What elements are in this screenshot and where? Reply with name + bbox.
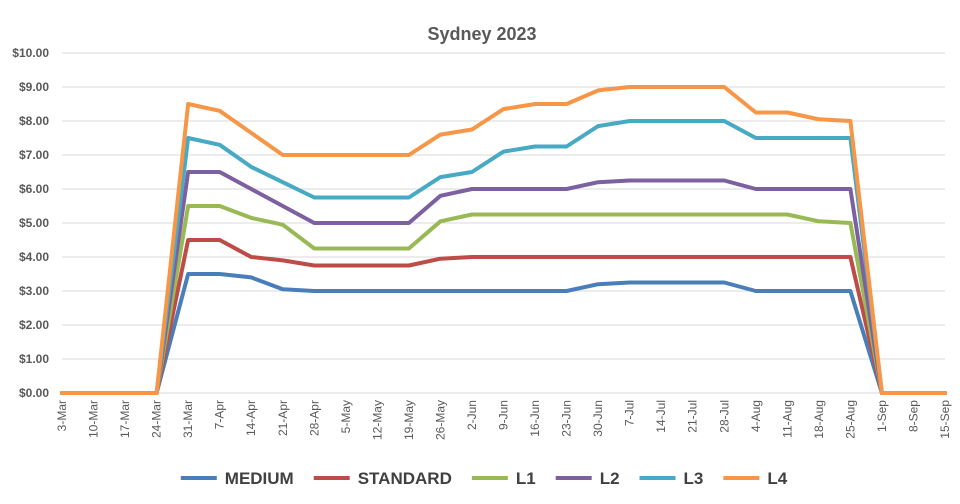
x-tick-label: 25-Aug: [843, 400, 857, 439]
y-tick-label: $6.00: [19, 182, 49, 196]
legend-item-l4: L4: [723, 469, 788, 488]
y-tick-label: $0.00: [19, 386, 49, 400]
y-tick-label: $10.00: [12, 46, 49, 60]
legend-item-l2: L2: [555, 469, 620, 488]
x-tick-label: 21-Jul: [686, 400, 700, 433]
x-tick-label: 28-Jul: [717, 400, 731, 433]
x-axis-ticks: 3-Mar 10-Mar 17-Mar 24-Mar 31-Mar 7-Apr 14-Apr…: [55, 400, 952, 440]
x-tick-label: 31-Mar: [181, 400, 195, 438]
series-line-l3: [60, 119, 947, 395]
y-tick-label: $9.00: [19, 80, 49, 94]
series-lines: [60, 85, 947, 395]
legend-label: L2: [600, 469, 620, 488]
y-tick-label: $3.00: [19, 284, 49, 298]
x-tick-label: 23-Jun: [560, 400, 574, 437]
x-tick-label: 4-Aug: [749, 400, 763, 432]
legend-item-standard: STANDARD: [313, 469, 452, 488]
legend-item-l3: L3: [639, 469, 704, 488]
chart-title: Sydney 2023: [427, 24, 536, 44]
x-tick-label: 24-Mar: [150, 400, 164, 438]
legend-item-medium: MEDIUM: [180, 469, 294, 488]
x-tick-label: 19-May: [402, 400, 416, 440]
y-axis-ticks: $0.00 $1.00 $2.00 $3.00 $4.00 $5.00 $6.00 $7.00…: [12, 46, 49, 400]
x-tick-label: 12-May: [370, 400, 384, 440]
legend: MEDIUM STANDARD L1 L2 L3 L4: [180, 469, 788, 488]
y-tick-label: $1.00: [19, 352, 49, 366]
x-tick-label: 17-Mar: [118, 400, 132, 438]
x-tick-label: 5-May: [339, 400, 353, 433]
x-tick-label: 8-Sep: [906, 400, 920, 432]
x-tick-label: 3-Mar: [55, 400, 69, 431]
y-tick-label: $2.00: [19, 318, 49, 332]
x-tick-label: 30-Jun: [591, 400, 605, 437]
series-line-l2: [60, 170, 947, 395]
legend-label: MEDIUM: [225, 469, 294, 488]
y-tick-label: $8.00: [19, 114, 49, 128]
x-tick-label: 21-Apr: [276, 400, 290, 436]
series-line-l4: [60, 85, 947, 395]
y-tick-label: $7.00: [19, 148, 49, 162]
x-tick-label: 11-Aug: [780, 400, 794, 438]
x-tick-label: 2-Jun: [465, 400, 479, 430]
x-tick-label: 16-Jun: [528, 400, 542, 437]
x-tick-label: 26-May: [433, 400, 447, 440]
x-tick-label: 14-Apr: [244, 400, 258, 436]
x-tick-label: 18-Aug: [812, 400, 826, 439]
legend-label: L4: [767, 469, 787, 488]
series-line-l1: [60, 204, 947, 395]
legend-item-l1: L1: [471, 469, 536, 488]
x-tick-label: 28-Apr: [307, 400, 321, 436]
x-tick-label: 15-Sep: [938, 400, 952, 439]
legend-label: L1: [516, 469, 536, 488]
series-line-standard: [60, 238, 947, 395]
y-tick-label: $5.00: [19, 216, 49, 230]
x-tick-label: 14-Jul: [654, 400, 668, 433]
x-tick-label: 1-Sep: [875, 400, 889, 432]
x-tick-label: 10-Mar: [87, 400, 101, 438]
x-tick-label: 7-Apr: [213, 400, 227, 429]
legend-label: L3: [684, 469, 704, 488]
legend-label: STANDARD: [358, 469, 452, 488]
x-tick-label: 9-Jun: [497, 400, 511, 430]
x-tick-label: 7-Jul: [623, 400, 637, 426]
y-tick-label: $4.00: [19, 250, 49, 264]
series-line-medium: [60, 272, 947, 395]
